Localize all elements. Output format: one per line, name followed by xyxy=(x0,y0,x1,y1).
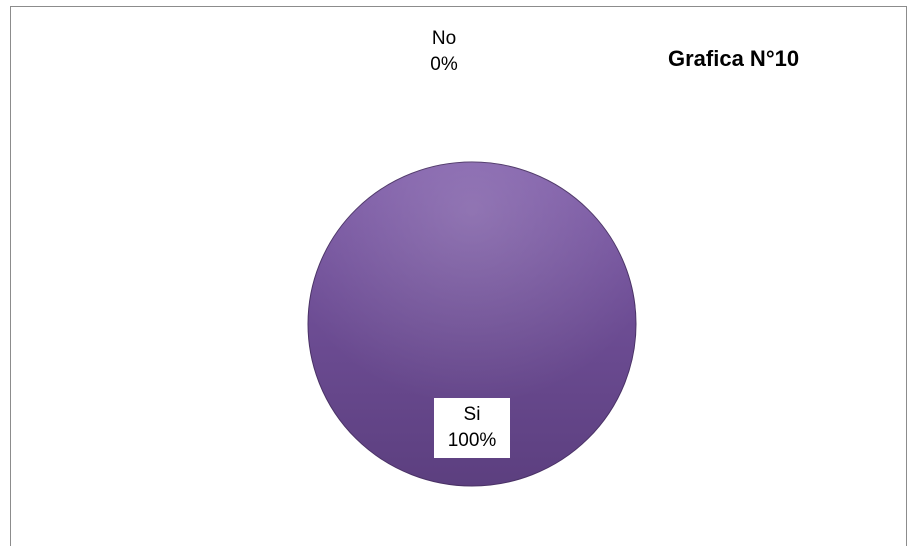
data-label-si-category: Si xyxy=(463,404,481,425)
data-label-no-category: No xyxy=(431,28,457,49)
data-label-si: Si 100% xyxy=(434,398,510,458)
data-label-no-percent: 0% xyxy=(430,54,458,75)
pie-slices xyxy=(307,161,637,487)
chart-title: Grafica N°10 xyxy=(668,46,800,71)
data-label-si-percent: 100% xyxy=(447,430,497,451)
data-label-no: No 0% xyxy=(414,26,474,78)
pie-gloss xyxy=(308,162,636,486)
